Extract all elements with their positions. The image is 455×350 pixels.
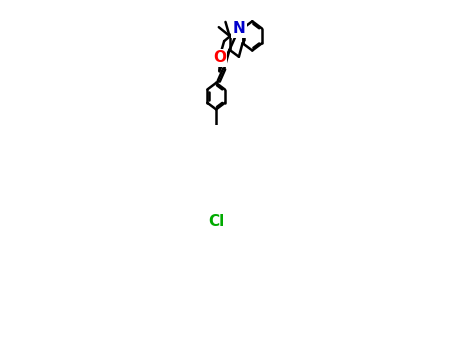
Text: O: O (213, 50, 226, 65)
Text: N: N (233, 21, 245, 36)
Text: Cl: Cl (208, 215, 224, 230)
